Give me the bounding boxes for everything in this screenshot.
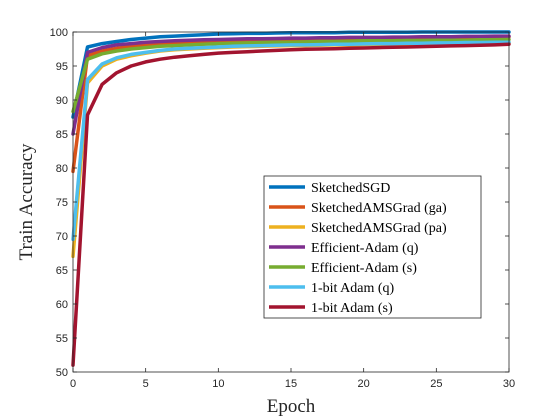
y-tick-label: 55 <box>56 333 68 345</box>
y-tick-label: 70 <box>56 231 68 243</box>
legend: SketchedSGD SketchedAMSGrad (ga) SketchedA… <box>263 175 482 319</box>
series-lines <box>71 30 511 367</box>
y-tick-label: 90 <box>56 95 68 107</box>
x-axis-ticks: 0 5 10 15 20 25 30 <box>70 32 515 390</box>
legend-label: Efficient-Adam (s) <box>311 261 417 276</box>
series-line-5 <box>71 37 511 114</box>
y-axis-ticks: 50 55 60 65 70 75 80 85 90 95 100 <box>50 27 509 379</box>
x-axis-title: Epoch <box>267 396 316 417</box>
x-tick-label: 5 <box>143 378 149 390</box>
legend-label: 1-bit Adam (q) <box>311 281 395 296</box>
x-tick-label: 30 <box>503 378 515 390</box>
x-tick-label: 0 <box>70 378 76 390</box>
y-tick-label: 85 <box>56 129 68 141</box>
legend-label: 1-bit Adam (s) <box>311 301 393 316</box>
y-tick-label: 65 <box>56 265 68 277</box>
x-tick-label: 10 <box>212 378 224 390</box>
x-tick-label: 15 <box>285 378 297 390</box>
y-tick-label: 100 <box>50 27 68 39</box>
y-tick-label: 95 <box>56 61 68 73</box>
series-line-7 <box>71 42 511 367</box>
y-axis-title: Train Accuracy <box>16 143 37 260</box>
legend-label: SketchedAMSGrad (ga) <box>311 201 447 216</box>
y-tick-label: 60 <box>56 299 68 311</box>
legend-label: Efficient-Adam (q) <box>311 241 419 256</box>
y-tick-label: 75 <box>56 197 68 209</box>
x-tick-label: 25 <box>430 378 442 390</box>
x-tick-label: 20 <box>358 378 370 390</box>
series-line-4 <box>71 34 511 136</box>
series-line-6 <box>71 40 511 242</box>
y-tick-label: 50 <box>56 367 68 379</box>
legend-label: SketchedSGD <box>311 181 390 196</box>
y-tick-label: 80 <box>56 163 68 175</box>
legend-label: SketchedAMSGrad (pa) <box>311 221 447 236</box>
